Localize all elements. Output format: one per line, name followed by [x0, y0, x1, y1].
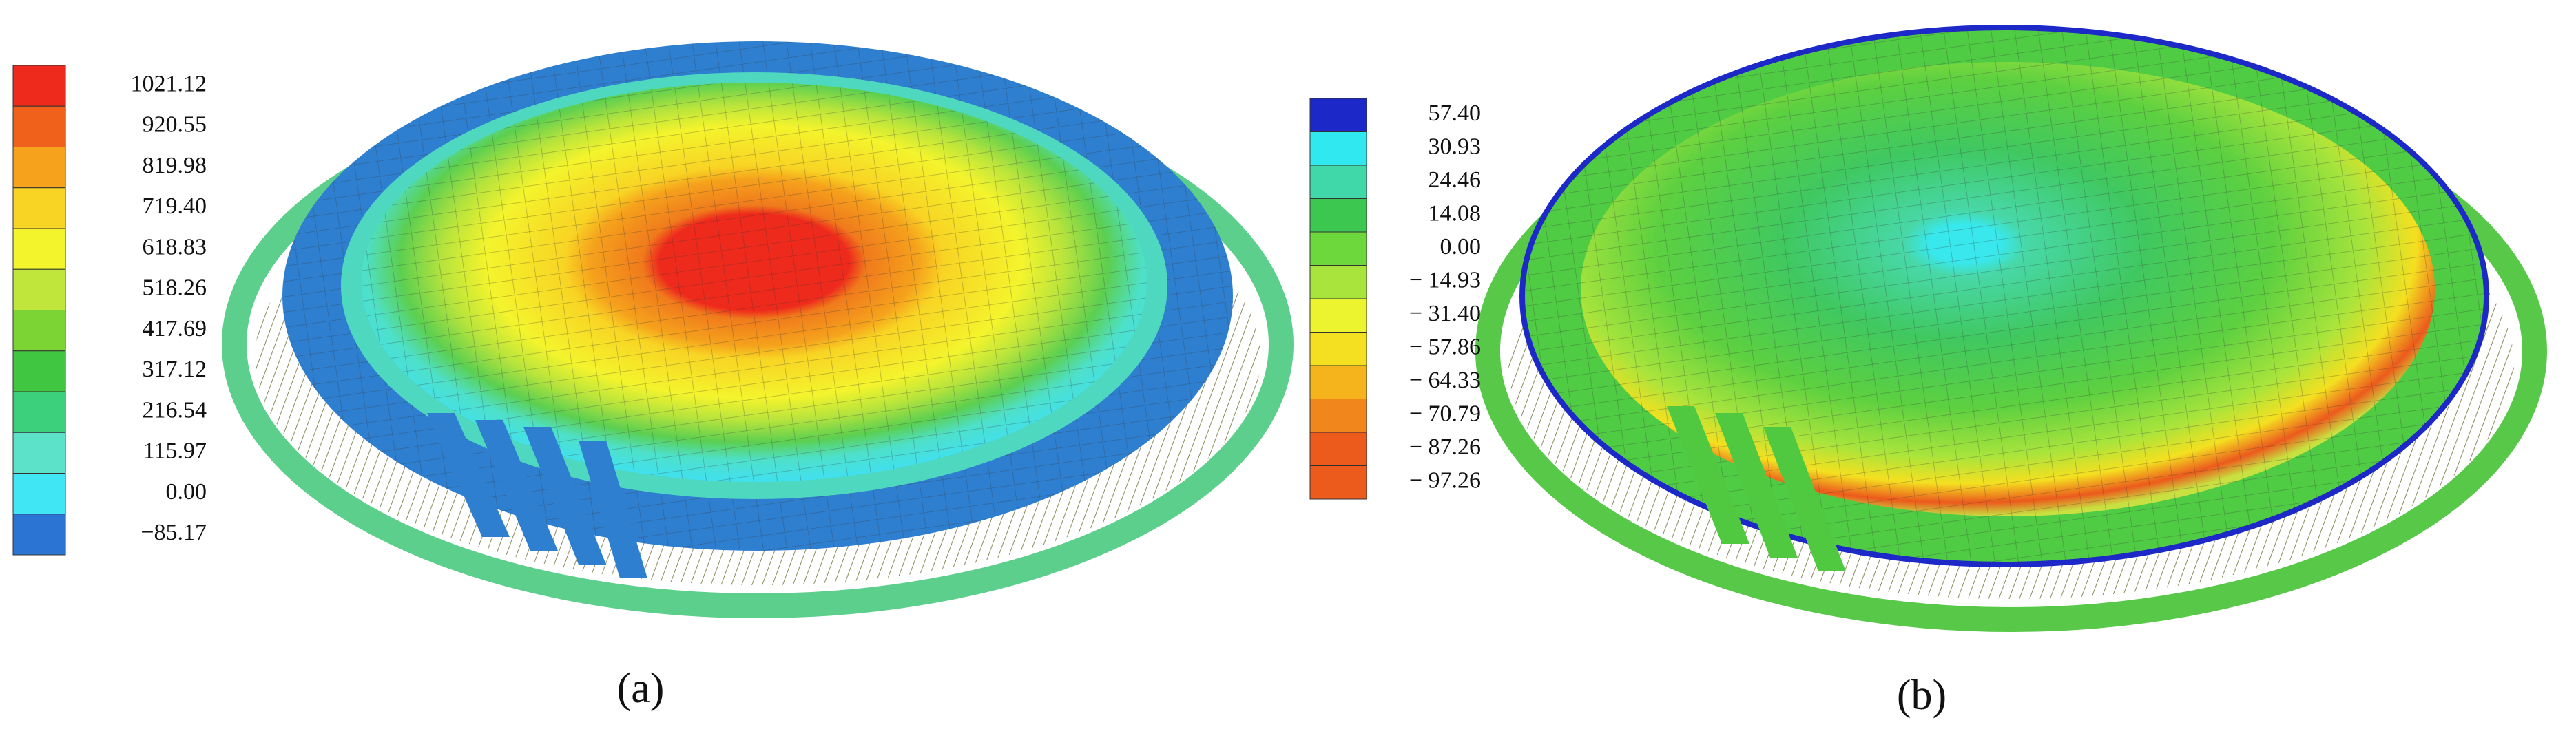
legend-label: 57.40	[1429, 101, 1482, 126]
model-b	[1475, 25, 2547, 632]
legend-label: − 57.86	[1409, 335, 1481, 360]
legend-swatch	[12, 514, 66, 556]
roof-grid	[362, 83, 1147, 482]
panel-label: (a)	[617, 665, 665, 712]
legend-label: − 70.79	[1409, 401, 1481, 427]
legend-label: − 64.33	[1409, 368, 1481, 393]
legend-swatch	[12, 147, 66, 189]
roof-grid	[1581, 62, 2435, 516]
legend-label: 920.55	[143, 112, 207, 138]
legend-swatch	[1309, 332, 1367, 366]
legend-swatch	[1309, 465, 1367, 500]
legend-swatch	[1309, 365, 1367, 399]
panel-label: (b)	[1897, 672, 1946, 719]
legend-swatch	[1309, 131, 1367, 166]
legend-swatch	[12, 473, 66, 515]
legend-label: 0.00	[1440, 234, 1482, 260]
legend-swatch	[12, 187, 66, 229]
legend-swatch	[1309, 165, 1367, 199]
legend-swatch	[12, 350, 66, 392]
legend-label: 618.83	[143, 234, 207, 260]
columns	[1667, 406, 1846, 571]
legend-label: 14.08	[1429, 201, 1482, 226]
legend-label: − 87.26	[1409, 434, 1481, 460]
legend-label: 518.26	[143, 275, 207, 301]
legend-swatch	[12, 65, 66, 107]
legend-label: 1021.12	[131, 71, 207, 96]
legend-swatch	[1309, 231, 1367, 266]
legend-label: 24.46	[1429, 167, 1482, 193]
legend-swatch	[12, 105, 66, 147]
columns	[427, 413, 647, 578]
legend-swatch	[1309, 298, 1367, 333]
legend-swatch	[12, 228, 66, 270]
legend-label: − 31.40	[1409, 301, 1481, 326]
legend-label: 30.93	[1429, 134, 1482, 160]
legend-label: 216.54	[143, 397, 207, 423]
legend-swatch	[1309, 399, 1367, 433]
legend-swatch	[1309, 265, 1367, 299]
legend-swatch	[1309, 198, 1367, 233]
legend-label: 317.12	[143, 357, 207, 382]
model-a	[222, 41, 1294, 618]
legend-label: − 97.26	[1409, 468, 1481, 494]
legend-swatch	[1309, 98, 1367, 132]
legend-label: − 14.93	[1409, 268, 1481, 293]
legends: 1021.12 920.55 819.98 719.40 618.83 518.26 417…	[12, 65, 1946, 719]
legend-label: 115.97	[143, 439, 207, 464]
legend-label: 417.69	[143, 316, 207, 341]
legend-label: −85.17	[141, 520, 207, 545]
legend-swatch	[12, 432, 66, 474]
legend-swatch	[12, 268, 66, 310]
legend-swatch	[12, 310, 66, 352]
legend-label: 819.98	[143, 153, 207, 178]
legend-label: 0.00	[166, 479, 207, 505]
legend-swatch	[12, 391, 66, 433]
legend-swatch	[1309, 432, 1367, 466]
legend-label: 719.40	[143, 193, 207, 219]
